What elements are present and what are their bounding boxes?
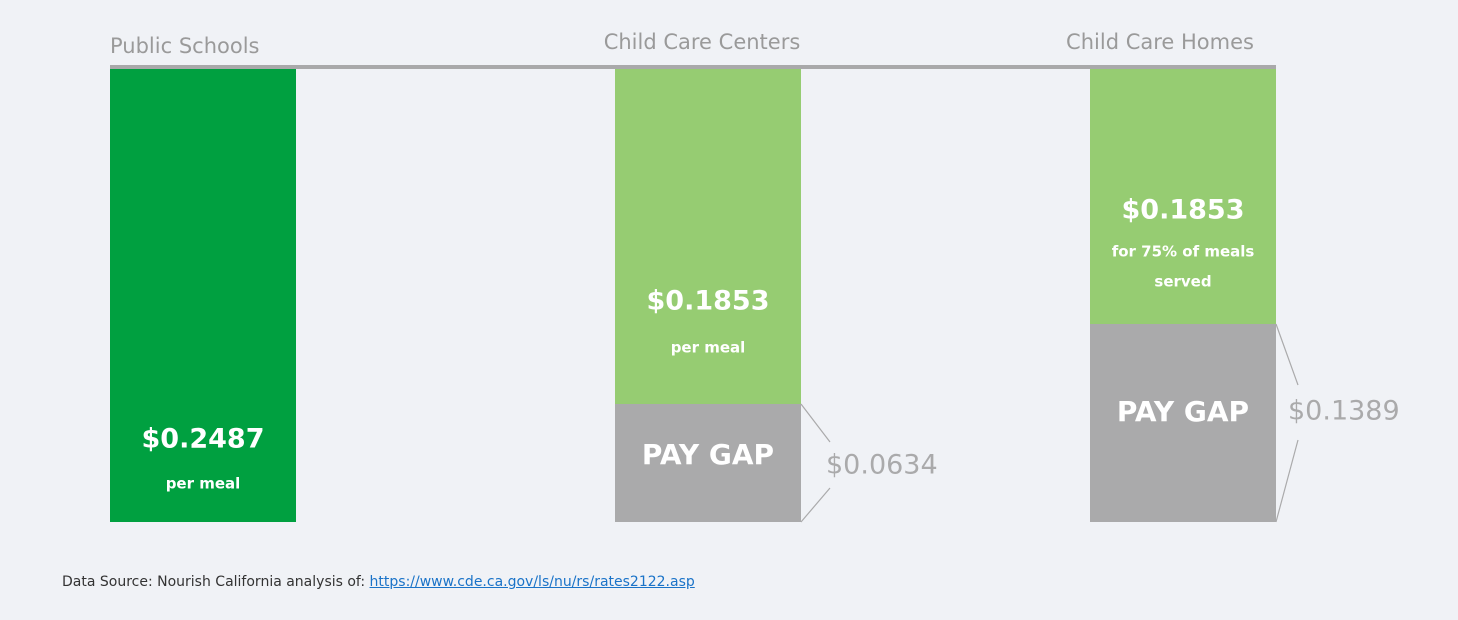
note: for 75% of meals [1112, 243, 1255, 261]
gap-bar [615, 404, 801, 522]
gap-bar [1090, 324, 1276, 522]
gap-amount: $0.0634 [826, 450, 938, 481]
gap-label: PAY GAP [642, 438, 774, 471]
infographic: Public Schools Child Care Centers Child … [110, 30, 1400, 523]
source-link[interactable]: https://www.cde.ca.gov/ls/nu/rs/rates212… [369, 574, 695, 590]
gap-amount: $0.1389 [1288, 396, 1400, 427]
amount: $0.2487 [142, 424, 265, 455]
bar [615, 69, 801, 404]
bar [110, 69, 296, 522]
bracket [1275, 323, 1299, 386]
column-label: Child Care Homes [1066, 30, 1254, 54]
column-label: Child Care Centers [604, 30, 801, 54]
gap-label: PAY GAP [1117, 395, 1249, 428]
footer-text: Data Source: Nourish California analysis… [62, 574, 370, 590]
footer: Data Source: Nourish California analysis… [62, 574, 695, 590]
note: per meal [671, 339, 746, 357]
note: per meal [166, 475, 241, 493]
bar [1090, 69, 1276, 324]
amount: $0.1853 [647, 286, 770, 317]
bracket [1275, 439, 1299, 523]
amount: $0.1853 [1122, 195, 1245, 226]
note: served [1154, 273, 1211, 291]
column-label: Public Schools [110, 34, 259, 58]
bracket [800, 487, 831, 523]
bracket [800, 403, 831, 443]
